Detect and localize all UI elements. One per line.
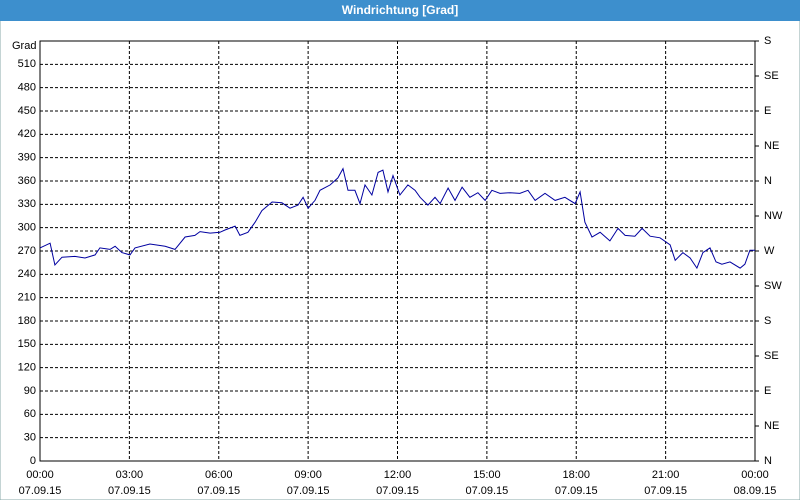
- y-tick-label: 330: [18, 198, 36, 210]
- x-tick-date: 07.09.15: [555, 485, 598, 497]
- x-tick-label: 12:00: [384, 469, 412, 481]
- x-tick-date: 07.09.15: [287, 485, 330, 497]
- y-tick-label: 270: [18, 245, 36, 257]
- y-tick-label: 480: [18, 82, 36, 94]
- y-tick-label: 450: [18, 105, 36, 117]
- y2-tick-label: S: [764, 315, 771, 327]
- y-tick-label: 300: [18, 222, 36, 234]
- y-tick-label: 210: [18, 292, 36, 304]
- y2-tick-label: N: [764, 455, 772, 467]
- x-tick-date: 07.09.15: [465, 485, 508, 497]
- y2-tick-label: E: [764, 385, 771, 397]
- x-tick-label: 21:00: [652, 469, 680, 481]
- y-tick-label: 510: [18, 58, 36, 70]
- plot-frame: [39, 40, 756, 462]
- y-tick-label: 390: [18, 152, 36, 164]
- y-tick-label: 30: [24, 432, 36, 444]
- x-tick-label: 15:00: [473, 469, 501, 481]
- y-tick-label: 60: [24, 408, 36, 420]
- title-bar: [0, 0, 800, 21]
- y-tick-label: 0: [30, 455, 36, 467]
- y2-tick-label: SE: [764, 70, 779, 82]
- x-tick-label: 03:00: [116, 469, 144, 481]
- x-tick-label: 00:00: [741, 469, 769, 481]
- y-tick-label: 180: [18, 315, 36, 327]
- y-axis-label: Grad: [12, 40, 36, 52]
- chart-title: Windrichtung [Grad]: [342, 3, 459, 17]
- y2-tick-label: E: [764, 105, 771, 117]
- x-tick-date: 08.09.15: [734, 485, 777, 497]
- x-tick-date: 07.09.15: [197, 485, 240, 497]
- x-tick-label: 09:00: [294, 469, 322, 481]
- y-tick-label: 120: [18, 362, 36, 374]
- x-tick-label: 06:00: [205, 469, 233, 481]
- x-tick-label: 00:00: [26, 469, 54, 481]
- y-tick-label: 240: [18, 268, 36, 280]
- y2-tick-label: W: [764, 245, 775, 257]
- y2-tick-label: SE: [764, 350, 779, 362]
- x-tick-label: 18:00: [562, 469, 590, 481]
- y2-tick-label: NE: [764, 420, 779, 432]
- x-tick-date: 07.09.15: [376, 485, 419, 497]
- y-tick-label: 90: [24, 385, 36, 397]
- y2-tick-label: SW: [764, 280, 782, 292]
- y2-tick-label: NW: [764, 210, 783, 222]
- y2-tick-label: NE: [764, 140, 779, 152]
- x-tick-date: 07.09.15: [108, 485, 151, 497]
- y-tick-label: 150: [18, 338, 36, 350]
- y-tick-label: 360: [18, 175, 36, 187]
- y2-tick-label: N: [764, 175, 772, 187]
- y2-tick-label: S: [764, 35, 771, 47]
- x-tick-date: 07.09.15: [19, 485, 62, 497]
- y-tick-label: 420: [18, 128, 36, 140]
- data-line: [39, 167, 755, 270]
- x-tick-date: 07.09.15: [644, 485, 687, 497]
